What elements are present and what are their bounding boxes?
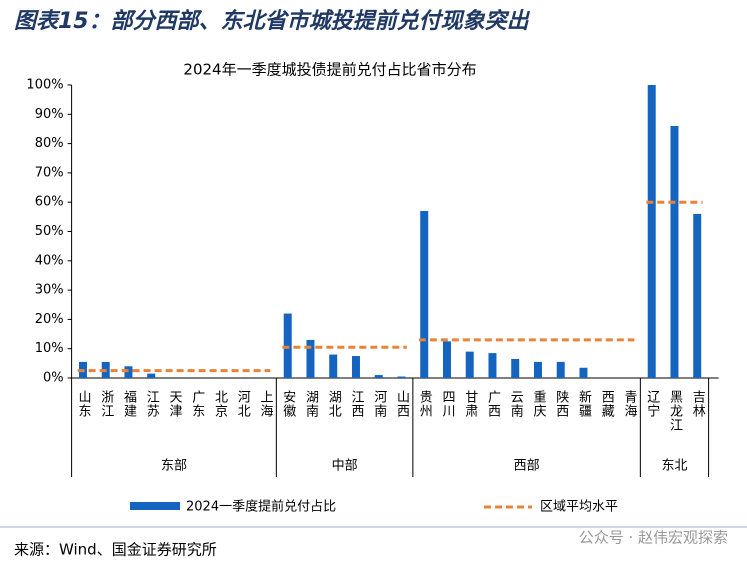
x-tick-label: 湖南 <box>303 390 319 418</box>
y-tick-label: 60% <box>35 195 64 210</box>
x-tick-label: 辽宁 <box>644 390 660 418</box>
bar <box>374 375 383 378</box>
chart-title: 2024年一季度城投债提前兑付占比省市分布 <box>183 61 476 79</box>
bar <box>442 341 451 378</box>
bar <box>647 85 656 378</box>
bar <box>420 210 429 378</box>
bar <box>556 361 565 378</box>
y-tick-label: 90% <box>35 107 64 122</box>
x-tick-label: 陕西 <box>553 390 569 418</box>
x-tick-label: 福建 <box>121 390 137 418</box>
y-tick-label: 40% <box>35 253 64 268</box>
group-label: 西部 <box>514 459 540 474</box>
legend-label: 2024一季度提前兑付占比 <box>186 499 336 515</box>
bar <box>465 351 474 378</box>
bar <box>670 126 679 379</box>
x-tick-label: 吉林 <box>690 390 706 418</box>
x-tick-label: 江西 <box>348 390 364 418</box>
bar <box>579 367 588 378</box>
x-tick-label: 云南 <box>508 390 524 418</box>
x-tick-label: 青海 <box>621 390 637 418</box>
x-tick-label: 安徽 <box>280 390 296 418</box>
y-tick-label: 30% <box>35 283 64 298</box>
x-tick-label: 山西 <box>394 390 410 418</box>
bar <box>511 358 520 378</box>
x-tick-label: 黑龙江 <box>667 390 683 432</box>
x-tick-label: 北京 <box>212 390 228 418</box>
bar <box>397 376 406 378</box>
bar <box>351 356 360 378</box>
x-tick-label: 江苏 <box>144 390 160 418</box>
x-tick-label: 河北 <box>235 390 251 418</box>
legend-swatch <box>130 502 180 510</box>
bar <box>488 353 497 378</box>
x-tick-label: 西藏 <box>599 390 615 418</box>
x-tick-label: 甘肃 <box>462 390 478 418</box>
y-tick-label: 80% <box>35 136 64 151</box>
y-tick-label: 50% <box>35 224 64 239</box>
y-tick-label: 100% <box>26 78 63 93</box>
x-tick-label: 广西 <box>485 390 501 418</box>
x-tick-label: 重庆 <box>530 389 546 418</box>
y-tick-label: 20% <box>35 312 64 327</box>
x-tick-label: 广东 <box>189 390 205 418</box>
bar <box>533 361 542 378</box>
x-tick-label: 四川 <box>439 390 455 418</box>
x-tick-label: 上海 <box>257 390 273 418</box>
x-tick-label: 贵州 <box>417 390 433 418</box>
group-label: 东部 <box>161 459 187 474</box>
legend-label: 区域平均水平 <box>540 500 618 515</box>
bar <box>147 373 156 378</box>
x-tick-label: 山东 <box>75 390 91 418</box>
y-tick-label: 70% <box>35 165 64 180</box>
x-tick-label: 天津 <box>166 390 182 418</box>
x-tick-label: 湖北 <box>326 390 342 418</box>
page-title: 图表15：部分西部、东北省市城投提前兑付现象突出 <box>14 8 531 34</box>
source: 来源：Wind、国金证券研究所 <box>14 541 217 559</box>
bar <box>693 213 702 378</box>
x-tick-label: 新疆 <box>576 389 592 418</box>
y-tick-label: 10% <box>35 341 64 356</box>
x-tick-label: 浙江 <box>98 390 114 418</box>
group-label: 东北 <box>661 459 687 474</box>
group-label: 中部 <box>332 459 358 474</box>
bar <box>329 354 338 378</box>
y-tick-label: 0% <box>43 371 64 386</box>
x-tick-label: 河南 <box>371 390 387 418</box>
bar <box>306 339 315 378</box>
watermark: 公众号 · 赵伟宏观探索 <box>579 529 728 547</box>
